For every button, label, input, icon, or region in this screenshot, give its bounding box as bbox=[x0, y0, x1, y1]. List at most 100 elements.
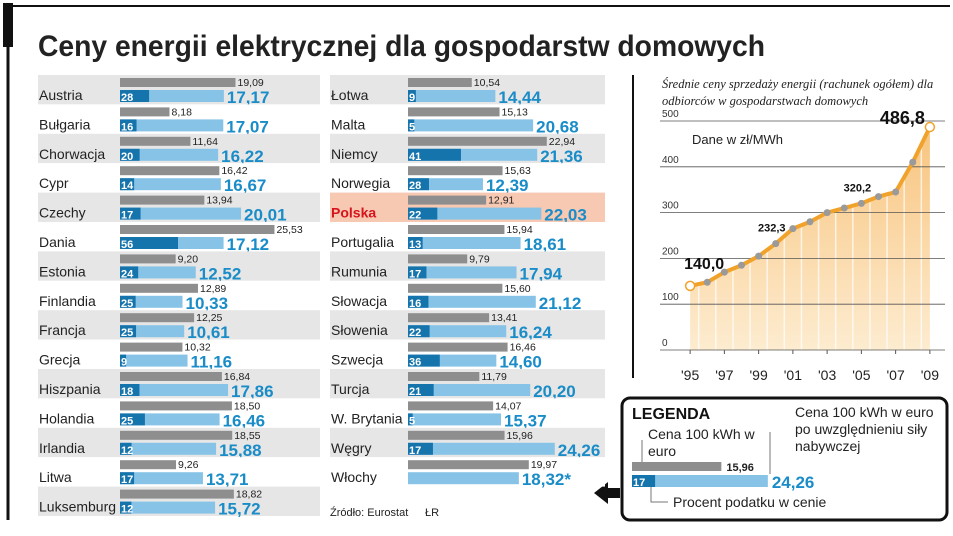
tax-bar bbox=[408, 266, 427, 279]
bar bbox=[120, 166, 220, 176]
tax-label: 20 bbox=[121, 151, 133, 163]
tax-label: 18 bbox=[121, 386, 133, 398]
category-label: Rumunia bbox=[331, 263, 387, 279]
bar bbox=[408, 325, 507, 338]
bar bbox=[120, 254, 176, 264]
legend-bar bbox=[632, 475, 768, 487]
bar bbox=[408, 78, 472, 87]
bar bbox=[120, 442, 217, 455]
point bbox=[806, 218, 814, 226]
legend-entry: Cena 100 kWh w euro po uwzględnieniu sił… bbox=[795, 404, 934, 454]
tax-bar bbox=[120, 178, 135, 191]
category-label: Czechy bbox=[39, 205, 86, 221]
value-label: 11,64 bbox=[192, 136, 218, 148]
bar bbox=[408, 195, 487, 205]
y-tick-label: 0 bbox=[662, 338, 668, 349]
tax-bar bbox=[408, 148, 461, 161]
category-label: Norwegia bbox=[331, 175, 390, 191]
tax-label: 36 bbox=[409, 357, 421, 369]
tax-label: 28 bbox=[121, 92, 133, 104]
value-label: 21,36 bbox=[540, 147, 583, 166]
tax-label: 14 bbox=[121, 180, 134, 192]
legend-value: 15,96 bbox=[726, 462, 754, 474]
tax-label: 5 bbox=[409, 415, 415, 427]
value-label: 12,89 bbox=[200, 283, 226, 295]
tax-label: 21 bbox=[409, 386, 421, 398]
category-label: Słowenia bbox=[331, 322, 388, 338]
value-label: 22,03 bbox=[544, 206, 587, 225]
point bbox=[823, 209, 831, 217]
bar bbox=[408, 342, 508, 352]
value-label: 16,84 bbox=[224, 371, 250, 383]
y-tick-label: 500 bbox=[662, 109, 679, 120]
value-label: 17,12 bbox=[227, 235, 270, 254]
tax-label: 25 bbox=[121, 415, 133, 427]
bar bbox=[120, 342, 183, 352]
bar bbox=[408, 372, 480, 381]
x-tick-label: '07 bbox=[887, 367, 905, 383]
tax-label: 12 bbox=[121, 504, 133, 516]
bar bbox=[120, 119, 224, 132]
tax-label: 28 bbox=[409, 180, 421, 192]
bar bbox=[120, 401, 232, 411]
category-label: Portugalia bbox=[331, 234, 394, 250]
tax-label: 25 bbox=[121, 327, 133, 339]
annotation: Dane w zł/MWh bbox=[690, 131, 786, 148]
value-label: 16,46 bbox=[510, 342, 536, 354]
bar bbox=[120, 472, 203, 485]
value-label: 18,32* bbox=[522, 470, 572, 489]
tax-bar bbox=[120, 295, 136, 308]
value-label: 16,22 bbox=[221, 147, 264, 166]
bar bbox=[120, 460, 177, 470]
point bbox=[703, 278, 711, 286]
value-label: 19,97 bbox=[531, 459, 557, 471]
value-label: 15,13 bbox=[502, 106, 528, 118]
y-tick-label: 200 bbox=[662, 246, 679, 257]
tax-bar bbox=[120, 413, 145, 426]
bar bbox=[408, 413, 501, 426]
tax-label: 13 bbox=[409, 239, 421, 251]
tax-label: 9 bbox=[121, 357, 127, 369]
value-label: 9,20 bbox=[178, 253, 199, 265]
value-label: 12,25 bbox=[196, 312, 222, 324]
value-label: 13,71 bbox=[206, 470, 249, 489]
point bbox=[875, 193, 882, 201]
point bbox=[857, 199, 865, 207]
point bbox=[892, 188, 900, 196]
value-label: 17,17 bbox=[227, 88, 270, 107]
value-label: 232,3 bbox=[758, 223, 786, 235]
tax-bar bbox=[120, 266, 139, 279]
bar bbox=[408, 472, 519, 485]
value-label: 9,26 bbox=[178, 459, 199, 471]
value-label: 10,32 bbox=[184, 342, 210, 354]
value-label: 20,68 bbox=[536, 117, 579, 136]
tax-bar bbox=[120, 501, 132, 514]
category-label: Holandia bbox=[39, 410, 94, 426]
bar bbox=[408, 254, 468, 264]
tax-bar bbox=[408, 354, 440, 367]
bar bbox=[120, 225, 275, 234]
value-label: 17,94 bbox=[520, 264, 563, 283]
connector bbox=[650, 487, 668, 503]
y-tick-label: 400 bbox=[662, 155, 679, 166]
tax-bar bbox=[120, 384, 140, 396]
category-label: Szwecja bbox=[331, 352, 383, 368]
category-label: Węgry bbox=[331, 440, 371, 456]
value-label: 16,42 bbox=[221, 165, 247, 177]
value-label: 12,52 bbox=[199, 264, 242, 283]
category-label: Turcja bbox=[331, 381, 370, 397]
value-label: 15,72 bbox=[218, 500, 261, 519]
bar bbox=[408, 313, 490, 323]
value-label: 10,61 bbox=[187, 323, 230, 342]
legend-value: 24,26 bbox=[772, 473, 815, 492]
category-label: Hiszpania bbox=[39, 381, 101, 397]
point bbox=[720, 268, 728, 276]
value-label: 17,07 bbox=[226, 117, 269, 136]
x-tick-label: '01 bbox=[784, 367, 802, 383]
tax-label: 56 bbox=[121, 239, 133, 251]
category-label: Chorwacja bbox=[39, 146, 105, 162]
bar bbox=[408, 401, 494, 411]
value-label: 11,16 bbox=[191, 353, 233, 372]
category-label: Litwa bbox=[39, 469, 72, 485]
